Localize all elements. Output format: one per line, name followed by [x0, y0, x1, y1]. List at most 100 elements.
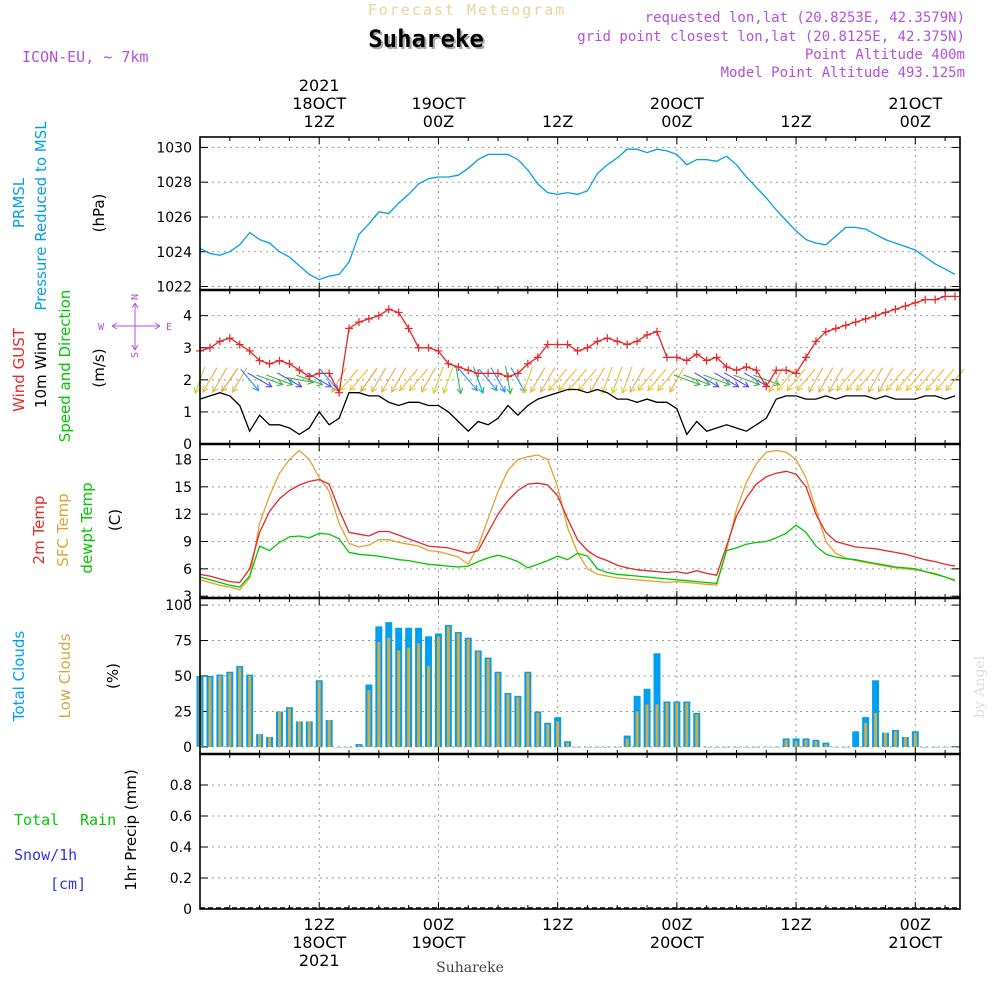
gust-marker [265, 359, 274, 368]
chart-panels: 1022102410261028103001234369121518025507… [10, 121, 965, 918]
wind-arrow [578, 368, 597, 391]
model-altitude: Model Point Altitude 493.125m [721, 65, 965, 81]
wind-arrow-head [252, 384, 260, 392]
footer-location: Suhareke [436, 960, 504, 976]
wind-arrow [611, 366, 623, 394]
low-cloud-bar [446, 626, 450, 747]
low-cloud-bar [913, 732, 917, 747]
y-tick-label: 100 [165, 598, 192, 614]
time-label: 12Z [542, 915, 573, 934]
gust-marker [315, 369, 324, 378]
wind-arrow [240, 368, 260, 391]
gust-marker [523, 359, 532, 368]
location-title-shadow: Suhareke [370, 27, 486, 55]
wind-arrow [768, 367, 784, 393]
gust-marker [543, 340, 552, 349]
wind-arrow-head [768, 385, 775, 393]
gust-line [199, 295, 956, 395]
wind-arrow-head [276, 379, 284, 387]
y-tick-label: 9 [183, 535, 192, 551]
low-cloud-bar [576, 746, 579, 748]
y-tick-label: 1022 [156, 280, 192, 296]
low-cloud-bar [476, 651, 480, 747]
wind-arrow-head [221, 385, 228, 393]
low-cloud-bar [695, 714, 699, 747]
gust-marker [802, 353, 811, 362]
gust-marker [563, 340, 572, 349]
wind-arrow [733, 374, 760, 386]
low-cloud-bar [725, 746, 729, 748]
y-tick-label: 0.2 [170, 871, 192, 887]
wind-arrow [925, 368, 945, 391]
wind-speed-line [199, 388, 956, 436]
low-cloud-bar [595, 746, 599, 748]
wind-arrow [878, 367, 893, 393]
compass-s: S [130, 352, 141, 358]
time-label: 00Z [661, 112, 692, 131]
wind-arrow-head [742, 381, 750, 388]
wind-arrow-head [828, 385, 835, 393]
time-label: 12Z [304, 112, 335, 131]
wind-arrow [796, 368, 816, 391]
total-cloud-bar [653, 653, 661, 747]
low-cloud-bar [884, 732, 887, 747]
wind-arrow-head [796, 384, 803, 392]
low-cloud-bar [814, 741, 818, 747]
wind-arrow [306, 372, 332, 388]
wind-arrow-head [732, 381, 740, 388]
precip-snow-unit: [cm] [50, 875, 86, 893]
wind-arrow-head [647, 384, 654, 392]
low-cloud-bar [297, 721, 301, 747]
wind-arrow [703, 374, 730, 386]
pressure-label-2: Pressure Reduced to MSL [32, 121, 50, 311]
wind-arrow-head [577, 384, 585, 392]
low-cloud-bar [705, 746, 709, 748]
gust-marker [752, 366, 761, 375]
low-cloud-bar [715, 746, 719, 748]
wind-arrow [657, 368, 677, 391]
wind-arrow [786, 368, 806, 391]
temp-dewpt-label: dewpt Temp [78, 482, 96, 573]
low-cloud-bar [357, 745, 361, 747]
wind-arrow-head [349, 384, 356, 392]
low-cloud-bar [268, 736, 272, 747]
gust-marker [762, 382, 771, 391]
total-clouds-label: Total Clouds [10, 631, 28, 723]
gust-marker [692, 350, 701, 359]
wind-arrow-head [925, 384, 932, 392]
time-label: 18OCT [292, 933, 346, 952]
low-cloud-bar [625, 738, 629, 747]
wind-arrow [886, 368, 905, 391]
low-cloud-bar [874, 712, 878, 747]
y-tick-label: 0 [183, 437, 192, 453]
low-cloud-bar [248, 676, 252, 747]
panel-4: 0 0.2 0.4 0.6 0.8 [170, 754, 960, 918]
point-altitude: Point Altitude 400m [805, 47, 965, 63]
low-cloud-bar [436, 636, 440, 747]
low-cloud-bar [824, 744, 828, 747]
wind-arrow [724, 372, 749, 388]
wind-arrow-head [786, 384, 793, 392]
low-cloud-bar [327, 719, 331, 747]
low-cloud-bar [208, 677, 212, 747]
location-title: Suhareke [368, 25, 484, 53]
precip-total-label: Total [14, 811, 59, 829]
wind-arrow-head [712, 381, 720, 388]
wind-arrow-head [855, 384, 863, 392]
y-tick-label: 50 [174, 669, 192, 685]
gust-marker [772, 366, 781, 375]
compass-w: W [98, 322, 105, 333]
low-cloud-bar [953, 746, 957, 748]
gust-marker [484, 369, 493, 378]
wind-arrow [836, 368, 856, 391]
gust-marker [782, 366, 791, 375]
gust-marker [811, 337, 820, 346]
wind-series [193, 292, 965, 436]
low-cloud-bar [923, 746, 927, 748]
y-tick-label: 3 [183, 341, 192, 357]
gust-marker [921, 295, 930, 304]
y-tick-label: 0 [183, 902, 192, 918]
wind-arrow-head [818, 385, 825, 393]
wind-arrow [548, 368, 568, 391]
